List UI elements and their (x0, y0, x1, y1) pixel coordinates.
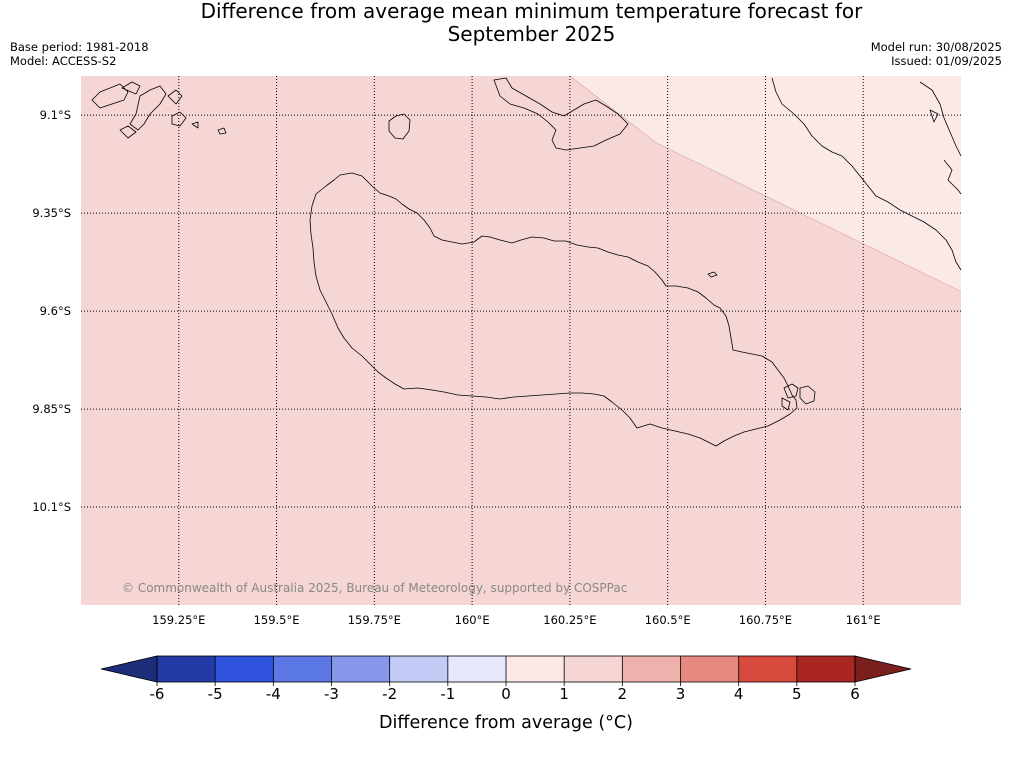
colorbar-tick-label: -4 (266, 685, 281, 703)
colorbar-over-arrow (854, 655, 912, 683)
coastlines (91, 77, 962, 447)
coastline-maramasike (919, 81, 962, 195)
coastline-islet (707, 271, 718, 278)
coastline-florida-islands (493, 77, 629, 151)
colorbar-tick-label: -1 (440, 685, 455, 703)
colorbar-segment (506, 656, 565, 682)
colorbar-segment (796, 656, 855, 682)
lon-tick-label: 160.5°E (645, 613, 691, 627)
colorbar-segment (622, 656, 681, 682)
longitude-labels: 159.25°E 159.5°E 159.75°E 160°E 160.25°E 160.… (152, 613, 881, 627)
lat-tick-label: 10.1°S (32, 500, 71, 514)
lon-tick-label: 159.75°E (348, 613, 401, 627)
colorbar-tick-label: 1 (559, 685, 569, 703)
title-line-1: Difference from average mean minimum tem… (200, 0, 863, 23)
meta-right: Model run: 30/08/2025 Issued: 01/09/2025 (871, 40, 1002, 68)
lat-tick-label: 9.85°S (32, 402, 71, 416)
colorbar-tick-label: 2 (618, 685, 628, 703)
colorbar-under-arrow (100, 655, 158, 683)
chart-title: Difference from average mean minimum tem… (0, 0, 1011, 46)
colorbar-label: Difference from average (°C) (379, 713, 633, 733)
colorbar-tick-label: 6 (850, 685, 860, 703)
lat-tick-label: 9.6°S (40, 304, 71, 318)
colorbar-tick-labels: -6 -5 -4 -3 -2 -1 0 1 2 3 4 5 6 (150, 685, 860, 703)
category-boundary-line (569, 75, 962, 292)
lon-tick-label: 160.25°E (543, 613, 596, 627)
colorbar-segment (273, 656, 332, 682)
colorbar-tick-label: -3 (324, 685, 339, 703)
colorbar-segment (564, 656, 623, 682)
meta-left: Base period: 1981-2018 Model: ACCESS-S2 (10, 40, 149, 68)
lat-tick-label: 9.35°S (32, 206, 71, 220)
lon-tick-label: 161°E (846, 613, 881, 627)
coastline-savo (388, 113, 411, 140)
colorbar-segment (157, 656, 216, 682)
title-line-2: September 2025 (447, 22, 616, 46)
copyright-notice: © Commonwealth of Australia 2025, Bureau… (122, 581, 627, 595)
base-period: Base period: 1981-2018 (10, 40, 149, 54)
model-run: Model run: 30/08/2025 (870, 40, 1002, 54)
lat-tick-label: 9.1°S (40, 108, 71, 122)
lon-tick-label: 160°E (455, 613, 490, 627)
issued-date: Issued: 01/09/2025 (891, 54, 1002, 68)
colorbar (100, 655, 912, 686)
colorbar-segment (680, 656, 739, 682)
colorbar-tick-label: -6 (150, 685, 165, 703)
colorbar-segment (738, 656, 797, 682)
colorbar-tick-label: -5 (208, 685, 223, 703)
colorbar-segment (215, 656, 274, 682)
model-name: Model: ACCESS-S2 (10, 54, 117, 68)
coastline-guadalcanal (309, 172, 798, 447)
lon-tick-label: 159.25°E (152, 613, 205, 627)
colorbar-segment (389, 656, 448, 682)
colorbar-tick-label: 4 (734, 685, 744, 703)
coastline-malaita (771, 77, 962, 271)
colorbar-tick-label: 5 (792, 685, 802, 703)
gridlines (81, 76, 961, 605)
colorbar-segment (447, 656, 506, 682)
coastline-marau-islets (781, 383, 816, 411)
coastline-russell-islands (91, 81, 227, 139)
lon-tick-label: 159.5°E (254, 613, 300, 627)
colorbar-tick-label: 0 (501, 685, 511, 703)
plot-area (81, 75, 962, 605)
latitude-labels: 9.1°S 9.35°S 9.6°S 9.85°S 10.1°S (32, 108, 71, 514)
anomaly-region-0-to-1 (569, 76, 961, 292)
lon-tick-label: 160.75°E (739, 613, 792, 627)
colorbar-tick-label: -2 (382, 685, 397, 703)
colorbar-segment (331, 656, 390, 682)
colorbar-tick-label: 3 (676, 685, 686, 703)
